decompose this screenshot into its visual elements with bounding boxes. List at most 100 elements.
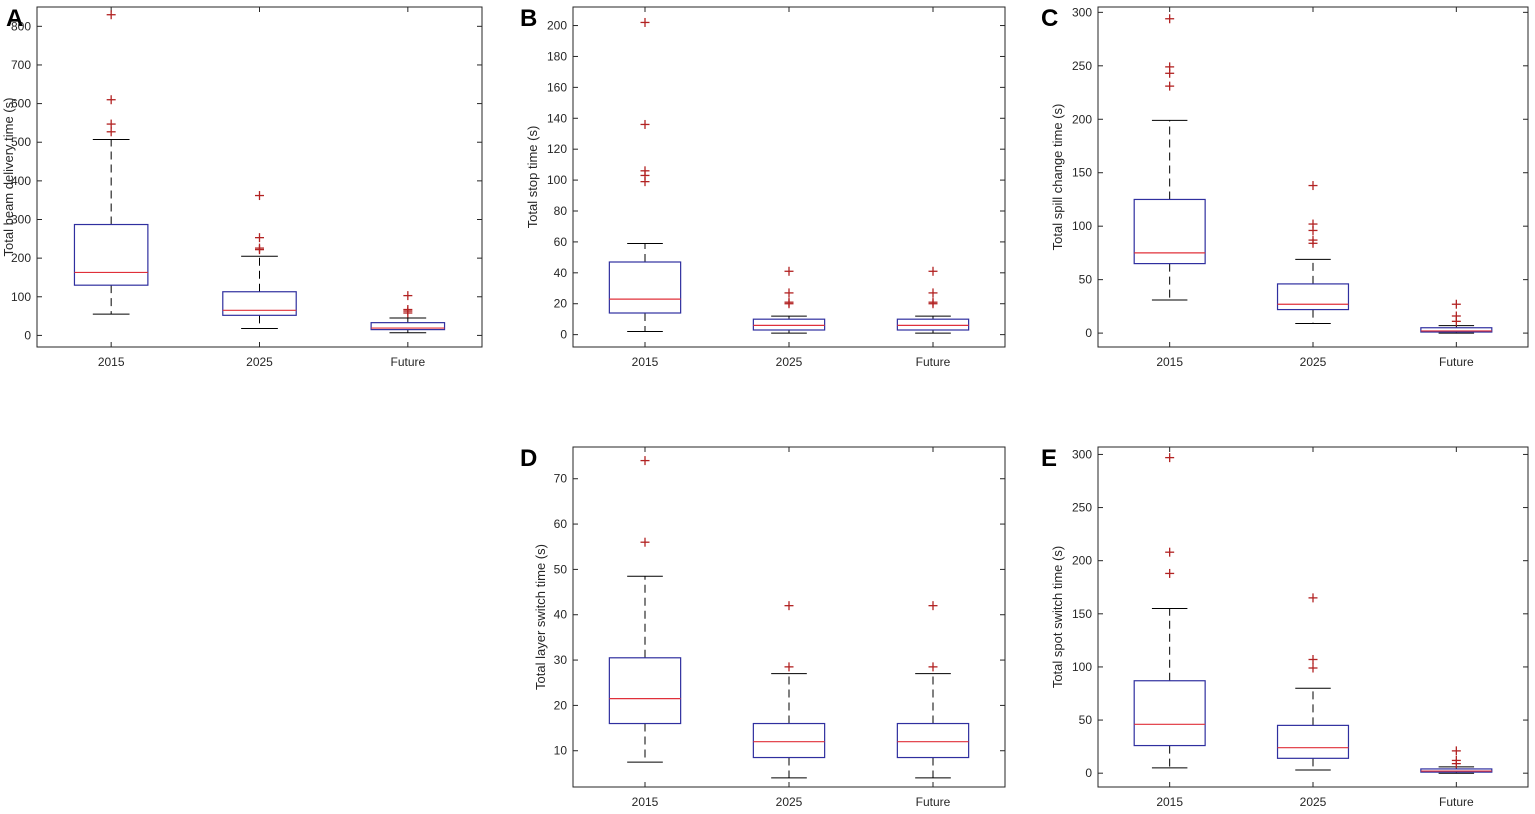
y-tick-label: 0	[1085, 766, 1092, 780]
outlier-marker	[255, 191, 264, 201]
iqr-box	[752, 318, 826, 331]
outlier-marker	[106, 95, 116, 105]
x-tick-label: 2025	[776, 355, 803, 369]
y-tick-label: 600	[11, 97, 31, 111]
outlier-marker	[403, 305, 413, 315]
panel-b: 0 20 40 60 80 100 120 140 160 180 200 2015 2025 Futur…	[520, 5, 1006, 369]
y-tick-label: 40	[554, 266, 568, 280]
x-tick-label: 2015	[632, 355, 659, 369]
y-tick-label: 200	[11, 251, 31, 265]
y-axis-label: Total spill change time (s)	[1050, 104, 1065, 251]
y-tick-label: 70	[554, 472, 568, 486]
outlier-marker	[1308, 593, 1318, 603]
box-2015	[1133, 14, 1206, 301]
box-future	[370, 291, 446, 334]
panel-a: 0 100 200 300 400 500 600 700 800 2015 2025 Future T…	[1, 5, 483, 369]
box-future	[1420, 746, 1493, 774]
box-2015	[73, 10, 149, 315]
y-tick-label: 50	[1079, 713, 1093, 727]
y-tick-label: 400	[11, 174, 31, 188]
outlier-marker	[1451, 311, 1461, 321]
y-axis-label: Total beam delivery time (s)	[1, 98, 16, 257]
box-2025	[1276, 593, 1350, 771]
iqr-box	[752, 722, 826, 759]
y-tick-label: 50	[554, 562, 568, 576]
x-tick-label: Future	[1439, 795, 1474, 809]
box-future	[896, 601, 970, 779]
panel-letter: C	[1041, 5, 1058, 32]
y-tick-label: 300	[1072, 5, 1092, 19]
y-tick-label: 300	[11, 213, 31, 227]
x-tick-label: Future	[1439, 355, 1474, 369]
y-tick-label: 250	[1072, 501, 1092, 515]
y-tick-label: 300	[1072, 447, 1092, 461]
outlier-marker	[784, 266, 794, 276]
outlier-marker	[928, 601, 938, 611]
panel-c: 0 50 100 150 200 250 300 2015 2025 Future Total sp…	[1041, 5, 1529, 369]
box-2025	[222, 191, 297, 329]
panel-letter: E	[1041, 445, 1057, 472]
y-tick-label: 20	[554, 698, 568, 712]
y-axis-label: Total layer switch time (s)	[533, 544, 548, 690]
outlier-marker	[784, 601, 794, 611]
y-tick-label: 150	[1072, 607, 1092, 621]
y-tick-label: 200	[547, 19, 567, 33]
box-2015	[608, 17, 682, 333]
y-tick-label: 180	[547, 49, 567, 63]
outlier-marker	[1308, 181, 1318, 191]
y-tick-label: 60	[554, 517, 568, 531]
outlier-marker	[928, 266, 938, 276]
x-tick-label: 2025	[1300, 795, 1327, 809]
box-2025	[752, 601, 826, 779]
box-future	[1420, 299, 1493, 334]
outlier-marker	[106, 127, 116, 137]
y-tick-label: 20	[554, 297, 568, 311]
outlier-marker	[784, 297, 794, 307]
y-tick-label: 200	[1072, 554, 1092, 568]
outlier-marker	[1308, 655, 1318, 664]
outlier-marker	[1165, 14, 1175, 24]
x-tick-label: Future	[916, 795, 951, 809]
box-2015	[608, 456, 682, 763]
box-future	[896, 266, 970, 334]
panel-d: 10 20 30 40 50 60 70 2015 2025 Future Total layer …	[520, 445, 1006, 809]
outlier-marker	[1451, 746, 1461, 756]
box-2025	[1276, 181, 1350, 324]
x-tick-label: 2015	[1156, 355, 1183, 369]
y-tick-label: 0	[24, 328, 31, 342]
x-tick-label: 2015	[632, 795, 659, 809]
y-tick-label: 100	[11, 290, 31, 304]
outlier-marker	[928, 288, 938, 298]
x-tick-label: Future	[916, 355, 951, 369]
axes-frame	[1097, 446, 1529, 788]
outlier-marker	[640, 456, 650, 466]
outlier-marker	[403, 291, 413, 301]
y-axis-label: Total stop time (s)	[525, 126, 540, 229]
y-tick-label: 500	[11, 135, 31, 149]
y-tick-label: 140	[547, 111, 567, 125]
box-2025	[752, 266, 826, 334]
outlier-marker	[1308, 235, 1318, 245]
y-tick-label: 100	[547, 173, 567, 187]
outlier-marker	[640, 119, 650, 129]
iqr-box	[1276, 283, 1350, 311]
y-tick-label: 80	[554, 204, 568, 218]
y-tick-label: 40	[554, 608, 568, 622]
outlier-marker	[106, 10, 116, 20]
iqr-box	[1133, 198, 1206, 265]
y-axis-label: Total spot switch time (s)	[1050, 546, 1065, 688]
y-tick-label: 0	[1085, 326, 1092, 340]
x-tick-label: 2025	[776, 795, 803, 809]
iqr-box	[1276, 724, 1350, 759]
x-tick-label: Future	[390, 355, 425, 369]
outlier-marker	[928, 662, 938, 672]
outlier-marker	[784, 662, 794, 672]
axes-frame	[36, 6, 483, 348]
iqr-box	[1420, 327, 1493, 333]
y-tick-label: 10	[554, 744, 568, 758]
outlier-marker	[1451, 755, 1461, 765]
y-tick-label: 160	[547, 80, 567, 94]
axes-frame	[1097, 6, 1529, 348]
outlier-marker	[640, 17, 650, 27]
outlier-marker	[1165, 81, 1175, 91]
